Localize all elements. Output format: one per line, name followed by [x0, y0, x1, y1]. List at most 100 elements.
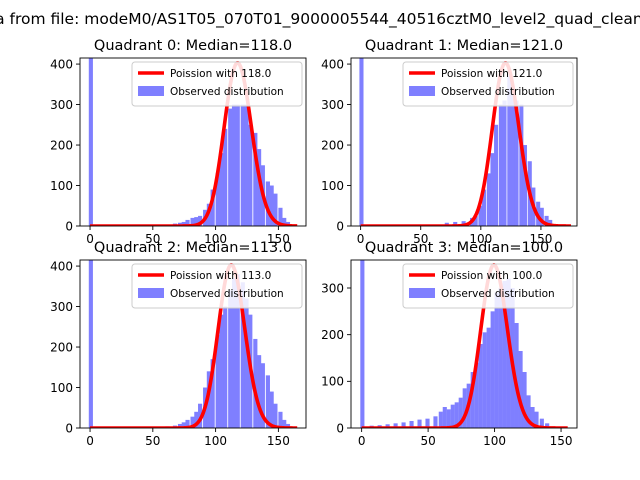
- histogram-bar: [240, 104, 245, 226]
- x-tick-label: 0: [86, 434, 94, 448]
- histogram-bar: [235, 104, 240, 226]
- histogram-bar: [425, 418, 430, 428]
- y-tick-label: 300: [50, 300, 73, 314]
- histogram-bar: [278, 207, 283, 226]
- histogram-bar: [446, 409, 451, 428]
- histogram-bar: [498, 104, 503, 226]
- histogram-bar: [478, 344, 483, 428]
- histogram-bar: [522, 372, 527, 428]
- x-tick-label: 100: [469, 232, 492, 246]
- histogram-bar: [282, 217, 287, 226]
- histogram-bar: [401, 422, 406, 428]
- x-tick-label: 150: [267, 232, 290, 246]
- panel-title: Quadrant 2: Median=113.0: [94, 240, 292, 256]
- panel-title: Quadrant 3: Median=100.0: [365, 240, 563, 256]
- histogram-bar: [181, 221, 186, 226]
- histogram-bar: [409, 421, 414, 428]
- legend-fit-label: Poission with 100.0: [441, 270, 542, 282]
- legend-box: [402, 263, 574, 309]
- histogram-bar: [257, 355, 262, 428]
- figure-title: Data from file: modeM0/AS1T05_070T01_900…: [0, 10, 640, 28]
- histogram-bar: [190, 217, 195, 226]
- x-tick-label: 50: [145, 434, 160, 448]
- histogram-bar: [417, 419, 422, 428]
- histogram-bar: [514, 323, 519, 428]
- y-tick-label: 400: [50, 57, 73, 71]
- x-tick-label: 100: [204, 434, 227, 448]
- x-tick-label: 0: [358, 434, 366, 448]
- y-tick-label: 0: [65, 421, 73, 435]
- histogram-bar: [177, 423, 183, 428]
- histogram-bar: [360, 260, 365, 428]
- histogram-bar: [462, 388, 467, 428]
- histogram-bar: [194, 411, 199, 428]
- histogram-bar: [185, 419, 190, 428]
- histogram-bar: [273, 193, 278, 226]
- plot-area-0: [88, 58, 299, 226]
- histogram-bar: [385, 424, 390, 428]
- histogram-bar: [526, 395, 531, 428]
- histogram-bar: [228, 108, 233, 226]
- y-tick-label: 200: [321, 138, 344, 152]
- y-tick-label: 0: [336, 219, 344, 233]
- y-tick-label: 300: [50, 98, 73, 112]
- histogram-bar: [244, 104, 249, 226]
- histogram-bar: [433, 416, 438, 428]
- histogram-bar: [470, 372, 475, 428]
- histogram-bar: [282, 419, 287, 428]
- y-tick-label: 0: [336, 421, 344, 435]
- histogram-bar: [244, 298, 249, 428]
- chart-panel-1: 0 50 100 150 0 100 200 300 400 Poission with 121.…: [321, 38, 578, 246]
- y-tick-label: 400: [321, 57, 344, 71]
- x-tick-label: 50: [413, 232, 428, 246]
- histogram-bar: [478, 205, 483, 226]
- histogram-bar: [269, 391, 274, 428]
- y-tick-label: 200: [50, 340, 73, 354]
- histogram-bar: [269, 185, 274, 226]
- poisson-fit-line: [359, 61, 573, 226]
- histogram-bar: [474, 362, 479, 428]
- axes-frame: [350, 259, 578, 429]
- histogram-bar: [506, 278, 511, 428]
- histogram-bar: [215, 334, 220, 428]
- x-tick-label: 50: [420, 434, 435, 448]
- histogram-bar: [450, 404, 455, 428]
- y-tick-label: 200: [321, 328, 344, 342]
- legend-observed-label: Observed distribution: [170, 288, 284, 300]
- axes-frame: [79, 57, 307, 227]
- histogram-bar: [482, 332, 487, 428]
- histogram-bar: [442, 407, 447, 428]
- legend-fit-label: Poission with 121.0: [441, 68, 542, 80]
- histogram-bar: [502, 281, 507, 428]
- histogram-bar: [265, 181, 270, 226]
- y-tick-label: 100: [50, 179, 73, 193]
- x-tick-label: 0: [357, 232, 365, 246]
- histogram-bar: [265, 375, 270, 428]
- histogram-bar: [185, 219, 190, 226]
- histogram-bar: [502, 100, 507, 226]
- histogram-bar: [194, 217, 199, 226]
- histogram-bar: [548, 219, 553, 226]
- histogram-bar: [215, 173, 220, 226]
- y-tick-label: 100: [50, 381, 73, 395]
- histogram-bar: [494, 292, 499, 428]
- histogram-bar: [219, 314, 224, 428]
- y-tick-label: 300: [321, 98, 344, 112]
- histogram-bar: [490, 153, 495, 226]
- y-tick-label: 200: [50, 138, 73, 152]
- y-tick-label: 100: [321, 375, 344, 389]
- x-tick-label: 0: [86, 232, 94, 246]
- histogram-bar: [273, 403, 278, 428]
- legend-box: [402, 61, 574, 107]
- y-tick-label: 300: [321, 281, 344, 295]
- histogram-bar: [235, 274, 240, 428]
- histogram-bar: [539, 418, 544, 428]
- x-tick-label: 150: [267, 434, 290, 448]
- histogram-bar: [219, 153, 224, 226]
- legend-observed-label: Observed distribution: [441, 288, 555, 300]
- histogram-bar: [253, 338, 258, 428]
- histogram-bar: [253, 132, 258, 226]
- plot-area-1: [359, 58, 573, 226]
- legend-observed-swatch: [409, 86, 435, 96]
- y-tick-label: 100: [321, 179, 344, 193]
